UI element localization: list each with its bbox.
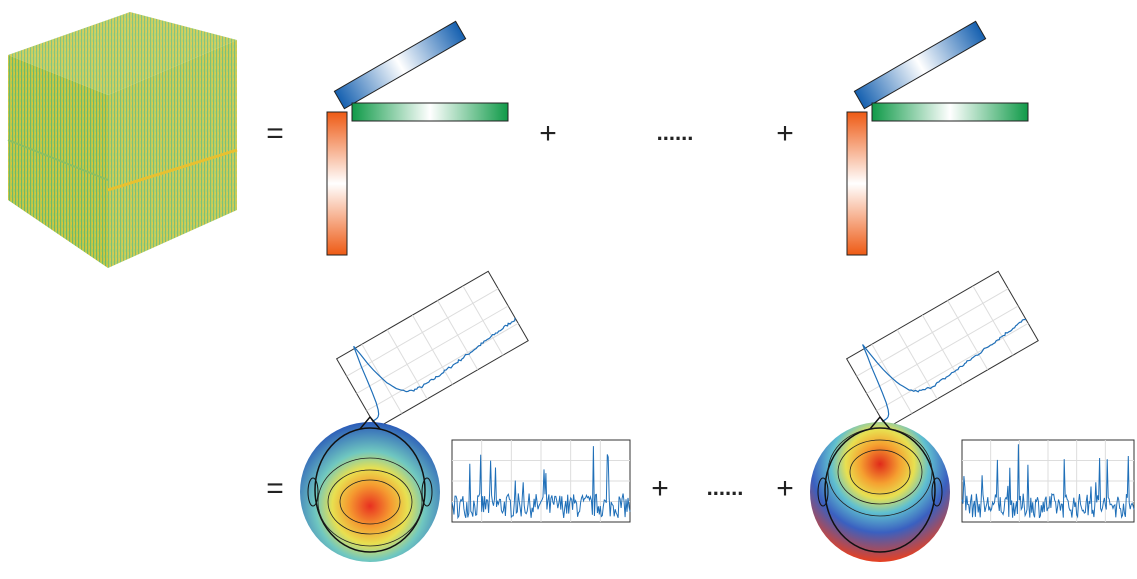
- component-plots: [300, 267, 1134, 562]
- factor-set: [327, 21, 508, 255]
- plus: +: [651, 472, 669, 505]
- plus: +: [776, 117, 794, 150]
- spectrum-plot: [844, 267, 1038, 428]
- plus: +: [776, 472, 794, 505]
- mode-bar: [854, 21, 985, 108]
- tensor-cube: [8, 12, 237, 268]
- equals: =: [266, 117, 284, 150]
- ellipsis: ......: [657, 120, 694, 145]
- mode-bar: [334, 21, 465, 108]
- component: [300, 269, 630, 562]
- equals: =: [266, 472, 284, 505]
- ellipsis: ......: [707, 475, 744, 500]
- mode-bar: [872, 103, 1028, 121]
- topomap: [300, 422, 440, 562]
- mode-bar: [327, 112, 347, 255]
- spectrum-plot: [335, 269, 528, 428]
- mode-bar: [352, 103, 508, 121]
- mode-bar: [847, 112, 867, 255]
- component: [810, 267, 1134, 562]
- factor-set: [847, 21, 1028, 255]
- diagram: = + ...... + = + ...... +: [0, 0, 1137, 579]
- topomap: [810, 422, 950, 562]
- plus: +: [539, 117, 557, 150]
